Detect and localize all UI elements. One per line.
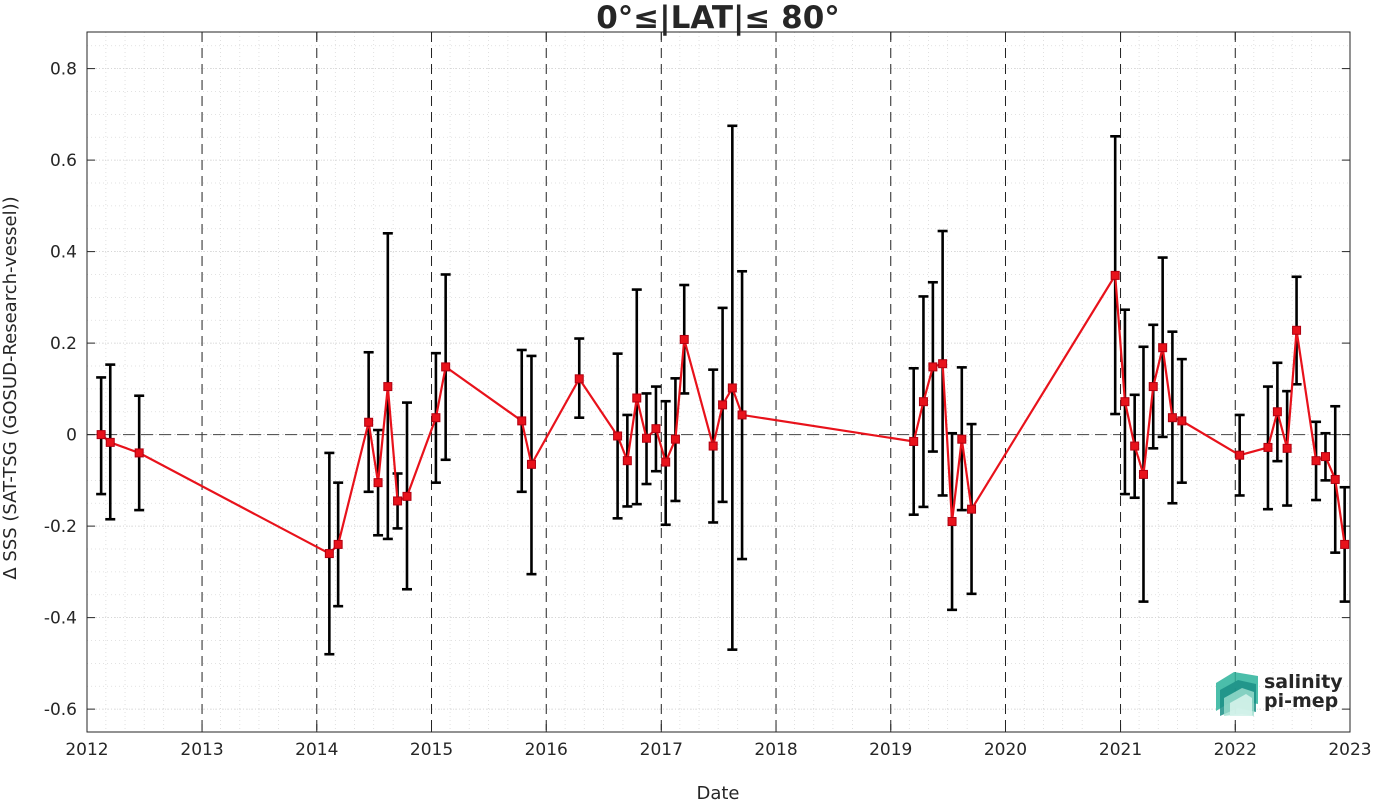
data-point-marker	[574, 374, 584, 384]
data-point-marker	[1272, 407, 1282, 417]
data-point-marker	[402, 491, 412, 501]
data-point-marker	[526, 459, 536, 469]
logo-text-salinity: salinity	[1264, 671, 1343, 693]
x-tick-label: 2017	[640, 740, 683, 760]
data-point-marker	[431, 413, 441, 423]
data-point-marker	[928, 362, 938, 372]
data-point-marker	[957, 434, 967, 444]
x-tick-label: 2018	[754, 740, 797, 760]
data-point-marker	[967, 504, 977, 514]
data-point-marker	[517, 416, 527, 426]
year-separators	[201, 32, 1236, 732]
y-tick-label: -0.2	[44, 517, 77, 537]
data-point-marker	[1340, 539, 1350, 549]
data-point-marker	[708, 441, 718, 451]
data-point-marker	[622, 456, 632, 466]
data-point-marker	[1292, 325, 1302, 335]
logo-text-pi-mep: pi-mep	[1264, 690, 1338, 712]
data-point-marker	[1148, 382, 1158, 392]
x-tick-label: 2012	[65, 740, 108, 760]
data-point-marker	[1330, 474, 1340, 484]
y-tick-label: 0	[66, 426, 77, 446]
data-point-marker	[1263, 442, 1273, 452]
data-point-marker	[383, 382, 393, 392]
x-tick-label: 2019	[869, 740, 912, 760]
data-point-marker	[947, 517, 957, 527]
y-tick-labels: -0.6 -0.4 -0.2 0 0.2 0.4 0.6 0.8	[44, 60, 77, 721]
data-point-marker	[938, 359, 948, 369]
data-point-marker	[737, 410, 747, 420]
minor-grid	[87, 32, 1350, 732]
x-tick-label: 2023	[1328, 740, 1371, 760]
data-point-marker	[651, 424, 661, 434]
y-tick-label: -0.6	[44, 700, 77, 720]
data-point-marker	[1120, 397, 1130, 407]
y-tick-label: 0.8	[50, 60, 77, 80]
x-tick-label: 2013	[180, 740, 223, 760]
y-tick-label: 0.4	[50, 243, 77, 263]
major-grid	[87, 68, 1350, 710]
data-point-marker	[1110, 270, 1120, 280]
error-bars	[96, 124, 1350, 656]
y-tick-label: 0.6	[50, 151, 77, 171]
data-point-marker	[1130, 441, 1140, 451]
data-markers	[96, 270, 1350, 559]
axis-ticks	[86, 32, 1351, 732]
data-point-marker	[105, 437, 115, 447]
data-point-marker	[1138, 469, 1148, 479]
logo-wave-icon	[1216, 672, 1258, 716]
data-point-marker	[373, 478, 383, 488]
data-point-marker	[96, 430, 106, 440]
x-tick-label: 2022	[1214, 740, 1257, 760]
data-point-marker	[441, 362, 451, 372]
data-point-marker	[632, 393, 642, 403]
data-point-marker	[1320, 452, 1330, 462]
x-tick-label: 2014	[295, 740, 338, 760]
x-tick-label: 2015	[410, 740, 453, 760]
data-point-marker	[1167, 413, 1177, 423]
data-point-marker	[1158, 343, 1168, 353]
x-tick-labels: 2012 2013 2014 2015 2016 2017 2018 2019 2020 2021…	[65, 740, 1371, 760]
x-axis-label: Date	[696, 783, 739, 801]
plot-area-frame	[86, 31, 1351, 733]
data-point-marker	[1311, 456, 1321, 466]
chart-title: 0°≤|LAT|≤ 80°	[596, 0, 840, 36]
data-point-marker	[364, 417, 374, 427]
salinity-pi-mep-logo: salinity pi-mep	[1216, 671, 1343, 716]
data-point-marker	[1177, 416, 1187, 426]
data-point-marker	[642, 433, 652, 443]
data-point-marker	[1282, 443, 1292, 453]
data-point-marker	[393, 496, 403, 506]
data-point-marker	[727, 383, 737, 393]
data-point-marker	[661, 457, 671, 467]
x-tick-label: 2016	[525, 740, 568, 760]
data-point-marker	[324, 549, 334, 559]
data-point-marker	[333, 539, 343, 549]
data-point-marker	[613, 431, 623, 441]
data-point-marker	[918, 397, 928, 407]
x-tick-label: 2021	[1099, 740, 1142, 760]
data-point-marker	[670, 434, 680, 444]
x-tick-label: 2020	[984, 740, 1027, 760]
data-point-marker	[134, 448, 144, 458]
y-tick-label: -0.4	[44, 609, 77, 629]
data-point-marker	[1235, 450, 1245, 460]
data-point-marker	[909, 436, 919, 446]
y-tick-label: 0.2	[50, 334, 77, 354]
y-axis-label: Δ SSS (SAT-TSG (GOSUD-Research-vessel))	[0, 196, 21, 579]
data-point-marker	[679, 334, 689, 344]
data-point-marker	[718, 400, 728, 410]
